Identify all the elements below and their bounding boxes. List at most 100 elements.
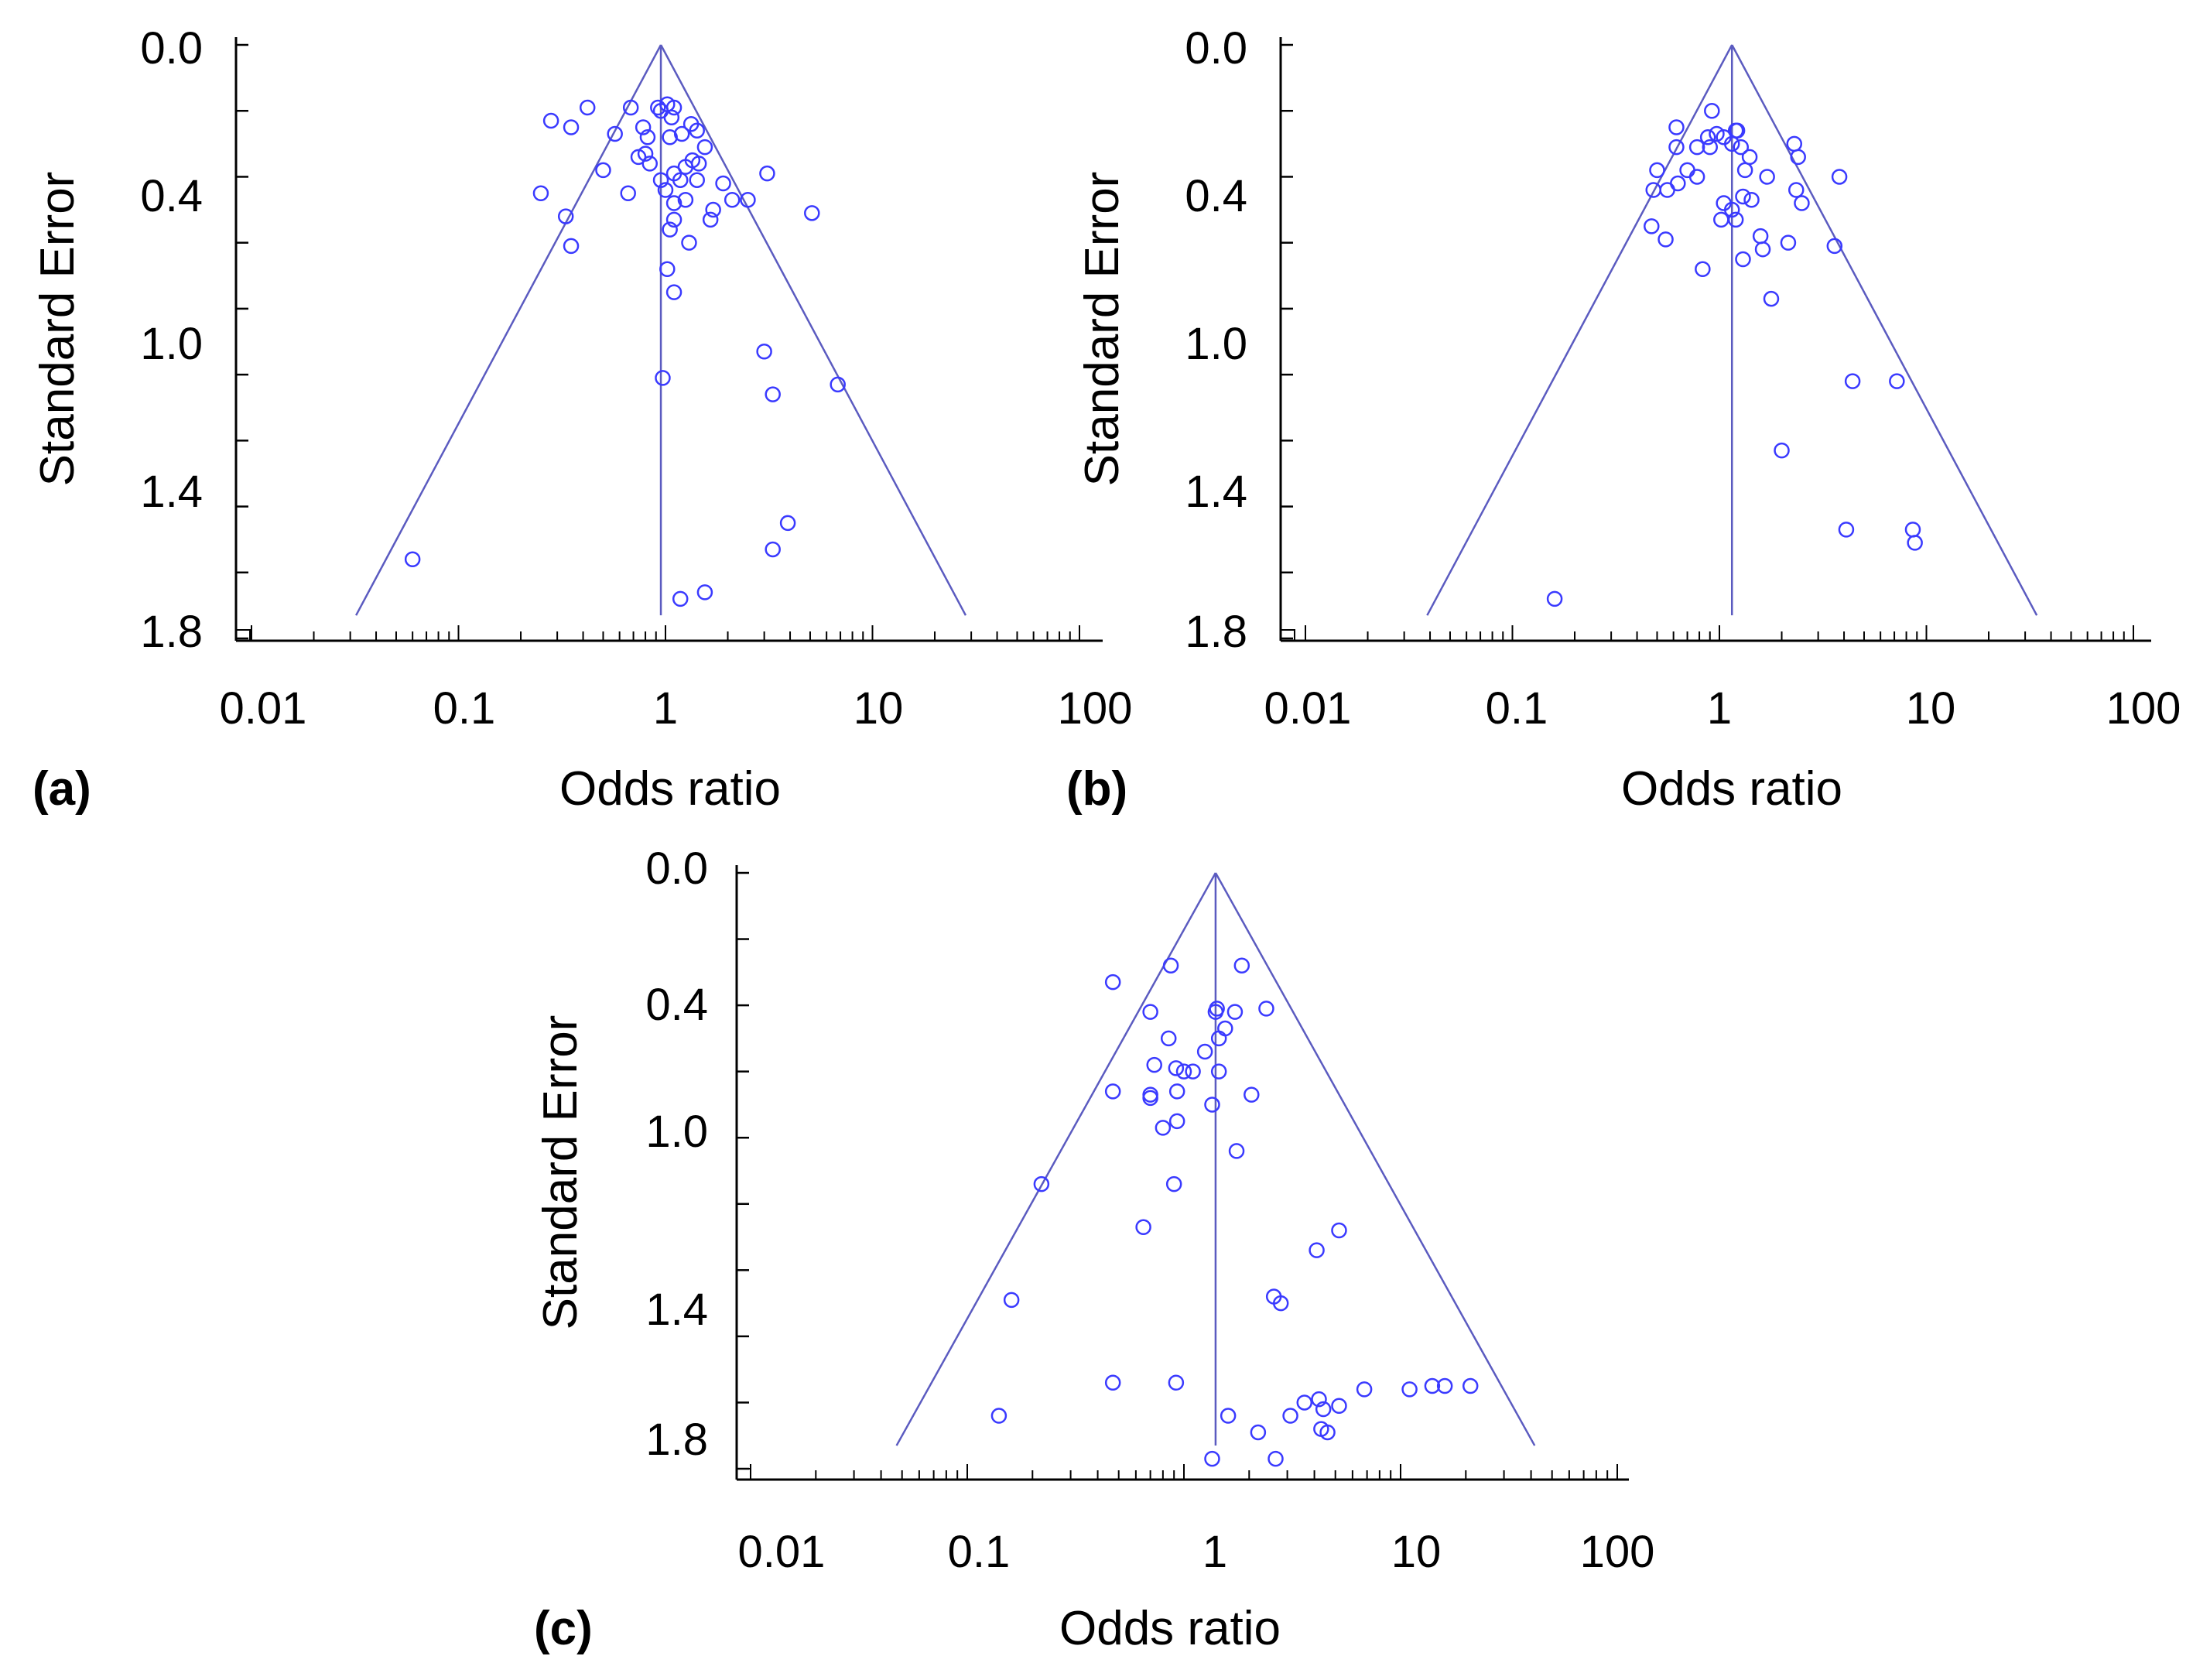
study-point bbox=[1699, 129, 1716, 145]
funnel-plot-b: 0.01 0.1 1 10 100 0.0 0.4 1.0 1.4 1.8 Od… bbox=[1066, 23, 2181, 816]
x-tick-label: 100 bbox=[1058, 683, 1133, 734]
study-point bbox=[563, 119, 580, 135]
study-point bbox=[1104, 973, 1121, 991]
study-point bbox=[1228, 1143, 1245, 1159]
study-point bbox=[1003, 1292, 1020, 1309]
study-point bbox=[622, 99, 639, 116]
study-point bbox=[1185, 1063, 1201, 1080]
study-point bbox=[804, 205, 820, 221]
study-point bbox=[1233, 957, 1250, 974]
study-point bbox=[1743, 192, 1760, 208]
study-point bbox=[1175, 1063, 1192, 1080]
study-point bbox=[1142, 1086, 1158, 1103]
study-point bbox=[1668, 139, 1685, 156]
study-point bbox=[681, 234, 697, 251]
study-point bbox=[1668, 119, 1685, 135]
study-point bbox=[404, 551, 421, 567]
study-point bbox=[1786, 135, 1803, 152]
panel-label-b: (b) bbox=[1066, 762, 1127, 816]
study-point bbox=[1319, 1424, 1336, 1441]
y-tick-label: 0.4 bbox=[140, 171, 203, 221]
study-point bbox=[635, 119, 652, 135]
study-point bbox=[1780, 234, 1797, 251]
study-point bbox=[1331, 1222, 1347, 1239]
funnel-right-line bbox=[1731, 44, 2038, 616]
study-point bbox=[759, 165, 775, 182]
x-tick-label: 0.1 bbox=[948, 1527, 1011, 1577]
funnel-plot-a: 0.01 0.1 1 10 100 0.0 0.4 1.0 1.4 1.8 Od… bbox=[31, 23, 1132, 816]
study-point bbox=[1331, 1398, 1347, 1414]
y-tick-label: 1.0 bbox=[645, 1107, 708, 1157]
study-point bbox=[677, 159, 694, 175]
study-point bbox=[765, 541, 781, 558]
study-point bbox=[662, 221, 678, 238]
study-point bbox=[1162, 957, 1179, 974]
study-point bbox=[657, 182, 674, 198]
study-point bbox=[1204, 1097, 1220, 1113]
study-point bbox=[1210, 1030, 1227, 1047]
study-point bbox=[1723, 201, 1740, 218]
x-tick-label: 1 bbox=[1707, 683, 1732, 734]
x-axis-title: Odds ratio bbox=[1621, 762, 1842, 816]
study-point bbox=[1729, 122, 1746, 139]
panel-label-c: (c) bbox=[534, 1602, 593, 1655]
study-point bbox=[607, 125, 623, 142]
funnel-left-line bbox=[895, 872, 1217, 1446]
study-point bbox=[1704, 102, 1720, 119]
study-point bbox=[689, 122, 705, 139]
study-point bbox=[830, 376, 846, 393]
study-point bbox=[595, 162, 611, 179]
study-point bbox=[1904, 522, 1921, 538]
study-point bbox=[724, 192, 741, 208]
y-axis-title: Standard Error bbox=[1076, 172, 1129, 487]
study-point bbox=[1754, 241, 1771, 258]
study-point bbox=[1104, 1374, 1121, 1391]
study-point bbox=[1196, 1043, 1213, 1060]
x-tick-label: 0.1 bbox=[433, 683, 496, 734]
study-point bbox=[1165, 1175, 1182, 1192]
study-point bbox=[1658, 231, 1674, 248]
study-point bbox=[1135, 1219, 1151, 1235]
study-point bbox=[1709, 125, 1725, 142]
study-point bbox=[1207, 1004, 1224, 1020]
study-point bbox=[1210, 1063, 1227, 1080]
study-point bbox=[696, 584, 713, 600]
study-point bbox=[1220, 1408, 1237, 1424]
study-point bbox=[1679, 162, 1695, 179]
study-point bbox=[1831, 169, 1848, 185]
funnel-left-line bbox=[1426, 44, 1733, 616]
y-tick-label: 1.0 bbox=[140, 319, 203, 369]
panel-label-a: (a) bbox=[32, 762, 91, 816]
y-tick-label: 1.8 bbox=[645, 1415, 708, 1465]
y-tick-label: 1.8 bbox=[140, 607, 203, 657]
study-point bbox=[542, 112, 559, 129]
study-point bbox=[557, 208, 574, 224]
study-point bbox=[1790, 149, 1806, 166]
corner-marker bbox=[236, 629, 251, 641]
x-tick-label: 10 bbox=[854, 683, 904, 734]
study-point bbox=[665, 284, 682, 300]
study-point bbox=[740, 192, 756, 208]
study-point bbox=[1889, 373, 1905, 389]
study-point bbox=[1688, 139, 1705, 156]
study-point bbox=[650, 99, 666, 116]
study-point bbox=[1311, 1391, 1327, 1408]
study-point bbox=[1727, 211, 1744, 228]
study-point bbox=[652, 172, 669, 188]
y-tick-label: 1.8 bbox=[1185, 607, 1247, 657]
study-point bbox=[1733, 139, 1750, 156]
y-tick-label: 0.4 bbox=[645, 980, 708, 1030]
y-tick-label: 1.0 bbox=[1185, 319, 1247, 369]
study-point bbox=[1774, 442, 1790, 459]
study-point bbox=[1763, 290, 1780, 307]
study-point bbox=[641, 156, 658, 172]
study-point bbox=[665, 195, 682, 211]
study-point bbox=[1146, 1056, 1162, 1073]
y-tick-label: 1.4 bbox=[645, 1285, 708, 1335]
study-point bbox=[1759, 169, 1775, 185]
study-point bbox=[1644, 218, 1660, 234]
study-point bbox=[1168, 1083, 1185, 1100]
funnel-plot-c: 0.01 0.1 1 10 100 0.0 0.4 1.0 1.4 1.8 Od… bbox=[534, 843, 1654, 1655]
x-tick-label: 0.1 bbox=[1486, 683, 1548, 734]
study-point bbox=[665, 211, 682, 228]
